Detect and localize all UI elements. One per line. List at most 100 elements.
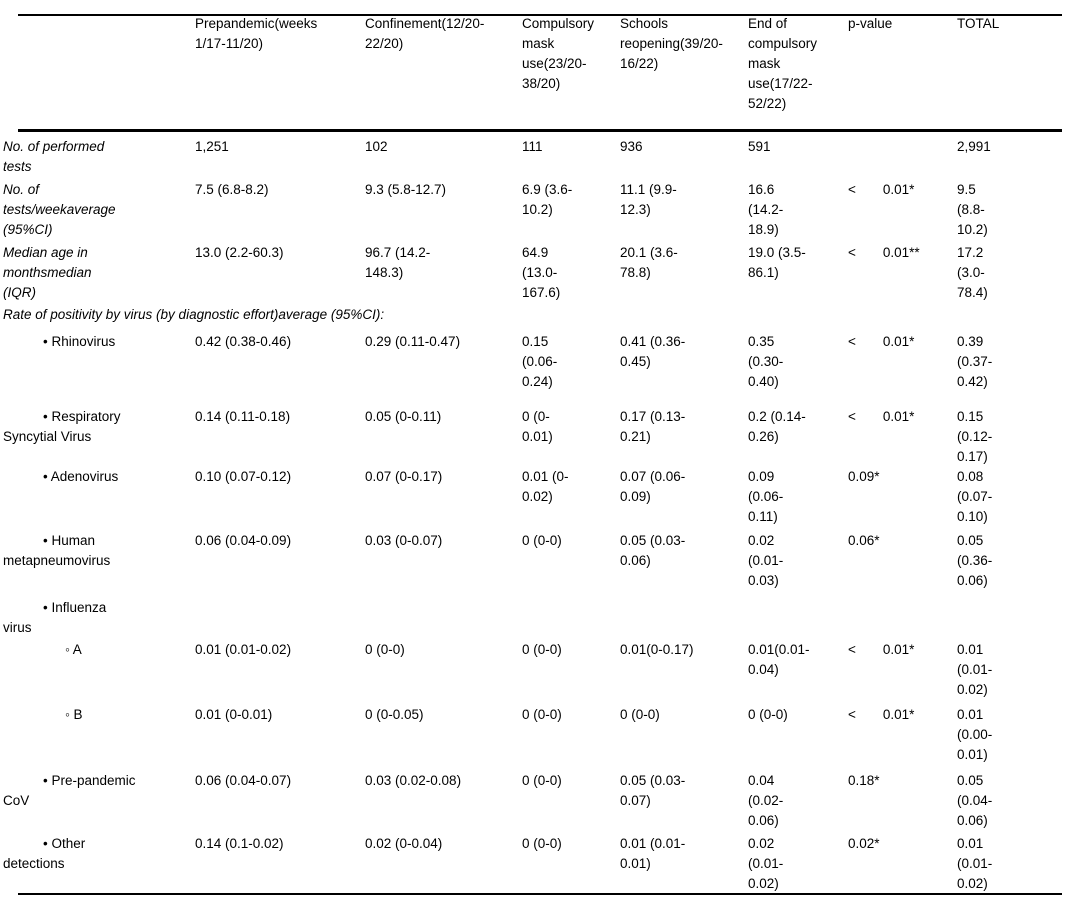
row-label: • Pre-pandemic CoV (3, 773, 136, 808)
value-cell: 1,251 (195, 139, 229, 154)
table-row-median-age: Median age in monthsmedian (IQR) 13.0 (2… (3, 243, 1063, 305)
header-row: Prepandemic(weeks 1/17-11/20) Confinemen… (3, 14, 1063, 129)
value-cell: 0.41 (0.36- 0.45) (620, 334, 686, 369)
value-cell: 0 (0-0) (748, 707, 788, 722)
value-cell: 7.5 (6.8-8.2) (195, 182, 269, 197)
value-cell: 0.07 (0.06- 0.09) (620, 469, 686, 504)
value-cell: 102 (365, 139, 388, 154)
value-cell (620, 598, 748, 640)
row-label: • Rhinovirus (43, 334, 116, 349)
p-value-cell (848, 129, 957, 180)
value-cell: 0.01(0-0.17) (620, 642, 694, 657)
table-header-rule (18, 129, 1062, 132)
value-cell (365, 598, 522, 640)
row-label: Median age in monthsmedian (IQR) (3, 245, 92, 300)
value-cell: 0.02 (0-0.04) (365, 836, 443, 851)
col-header-total: TOTAL (957, 16, 1000, 31)
value-cell: 0.09 (0.06- 0.11) (748, 469, 784, 524)
value-cell: 0.10 (0.07-0.12) (195, 469, 292, 484)
value-cell: 13.0 (2.2-60.3) (195, 245, 284, 260)
total-cell: 0.01 (0.01- 0.02) (957, 836, 993, 891)
col-header-confinement: Confinement(12/20- 22/20) (365, 16, 485, 51)
p-value-cell: < 0.01* (848, 182, 915, 197)
col-header-prepandemic: Prepandemic(weeks 1/17-11/20) (195, 16, 318, 51)
value-cell: 0.06 (0.04-0.09) (195, 533, 292, 548)
p-value-cell: < 0.01* (848, 409, 915, 424)
table-section-row: Rate of positivity by virus (by diagnost… (3, 305, 1063, 332)
total-cell: 17.2 (3.0- 78.4) (957, 245, 988, 300)
total-cell: 0.08 (0.07- 0.10) (957, 469, 993, 524)
p-value-cell: < 0.01* (848, 707, 915, 722)
value-cell: 0.03 (0-0.07) (365, 533, 443, 548)
row-label: • Respiratory Syncytial Virus (3, 409, 121, 444)
table-row-rsv: • Respiratory Syncytial Virus 0.14 (0.11… (3, 407, 1063, 467)
total-cell (957, 598, 1063, 640)
value-cell: 0.02 (0.01- 0.02) (748, 836, 784, 891)
col-header-end-compulsory-mask-use: End of compulsory mask use(17/22- 52/22) (748, 16, 818, 111)
row-label: • Other detections (3, 836, 86, 871)
total-cell: 0.01 (0.01- 0.02) (957, 642, 993, 697)
value-cell (748, 598, 848, 640)
value-cell: 20.1 (3.6- 78.8) (620, 245, 678, 280)
value-cell: 0 (0-0) (522, 707, 562, 722)
value-cell: 96.7 (14.2- 148.3) (365, 245, 431, 280)
total-cell: 0.01 (0.00- 0.01) (957, 707, 993, 762)
p-value-cell (848, 598, 957, 640)
value-cell: 0.01 (0.01- 0.01) (620, 836, 686, 871)
p-value-cell: 0.06* (848, 533, 880, 548)
row-label: • Adenovirus (43, 469, 119, 484)
row-label: • Human metapneumovirus (3, 533, 111, 568)
col-header-empty (3, 14, 195, 129)
value-cell (195, 598, 365, 640)
table-row-influenza-b: ◦ B 0.01 (0-0.01) 0 (0-0.05) 0 (0-0) 0 (… (3, 705, 1063, 771)
table-row-adenovirus: • Adenovirus 0.10 (0.07-0.12) 0.07 (0-0.… (3, 467, 1063, 531)
col-header-p-value: p-value (848, 16, 893, 31)
value-cell: 0.17 (0.13- 0.21) (620, 409, 686, 444)
p-value-cell: < 0.01* (848, 334, 915, 349)
total-cell: 0.05 (0.36- 0.06) (957, 533, 993, 588)
value-cell: 0.01 (0-0.01) (195, 707, 273, 722)
total-cell: 9.5 (8.8- 10.2) (957, 182, 988, 237)
value-cell: 0 (0- 0.01) (522, 409, 553, 444)
value-cell: 0.05 (0.03- 0.07) (620, 773, 686, 808)
value-cell: 16.6 (14.2- 18.9) (748, 182, 784, 237)
p-value-cell: < 0.01** (848, 245, 920, 260)
value-cell: 0.01 (0- 0.02) (522, 469, 569, 504)
value-cell: 0.05 (0-0.11) (365, 409, 442, 424)
value-cell: 0.14 (0.11-0.18) (195, 409, 291, 424)
table-row-rhinovirus: • Rhinovirus 0.42 (0.38-0.46) 0.29 (0.11… (3, 332, 1063, 407)
p-value-cell: 0.02* (848, 836, 880, 851)
row-label: ◦ B (65, 707, 83, 722)
table-row-influenza-a: ◦ A 0.01 (0.01-0.02) 0 (0-0) 0 (0-0) 0.0… (3, 640, 1063, 705)
table-bottom-rule (18, 893, 1062, 895)
total-cell: 2,991 (957, 139, 991, 154)
value-cell: 0.01 (0.01-0.02) (195, 642, 292, 657)
value-cell: 0 (0-0) (365, 642, 405, 657)
value-cell: 0.35 (0.30- 0.40) (748, 334, 784, 389)
table-top-rule (18, 14, 1062, 16)
value-cell: 0 (0-0) (522, 642, 562, 657)
value-cell: 0.15 (0.06- 0.24) (522, 334, 558, 389)
row-label: • Influenza virus (3, 600, 107, 635)
value-cell (522, 598, 620, 640)
table-row-other-detections: • Other detections 0.14 (0.1-0.02) 0.02 … (3, 834, 1063, 894)
value-cell: 0.2 (0.14- 0.26) (748, 409, 806, 444)
value-cell: 0.14 (0.1-0.02) (195, 836, 284, 851)
row-label: No. of tests/weekaverage (95%CI) (3, 182, 116, 237)
value-cell: 591 (748, 139, 771, 154)
value-cell: 0.01(0.01- 0.04) (748, 642, 810, 677)
value-cell: 111 (522, 139, 543, 154)
col-header-compulsory-mask-use: Compulsory mask use(23/20- 38/20) (522, 16, 595, 91)
value-cell: 9.3 (5.8-12.7) (365, 182, 447, 197)
value-cell: 0 (0-0) (522, 773, 562, 788)
total-cell: 0.15 (0.12- 0.17) (957, 409, 993, 464)
value-cell: 0 (0-0.05) (365, 707, 424, 722)
value-cell: 11.1 (9.9- 12.3) (620, 182, 677, 217)
value-cell: 6.9 (3.6- 10.2) (522, 182, 573, 217)
value-cell: 0.03 (0.02-0.08) (365, 773, 462, 788)
value-cell: 0.07 (0-0.17) (365, 469, 443, 484)
value-cell: 0.06 (0.04-0.07) (195, 773, 292, 788)
col-header-schools-reopening: Schools reopening(39/20- 16/22) (620, 16, 723, 71)
value-cell: 64.9 (13.0- 167.6) (522, 245, 561, 300)
value-cell: 0.02 (0.01- 0.03) (748, 533, 784, 588)
